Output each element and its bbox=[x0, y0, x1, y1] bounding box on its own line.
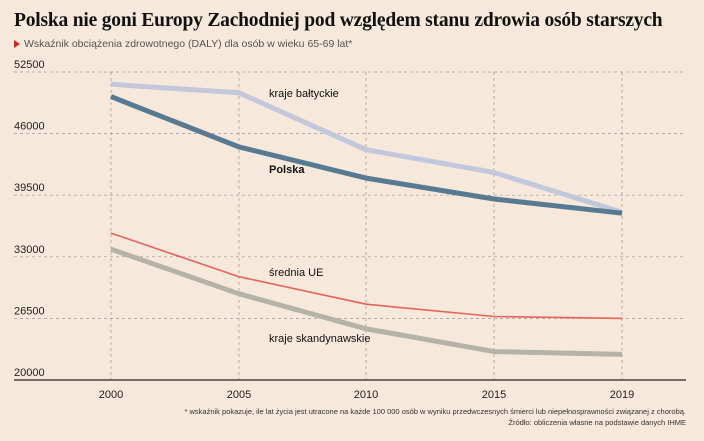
y-tick-label: 52500 bbox=[14, 59, 45, 71]
x-tick-label: 2005 bbox=[227, 389, 251, 401]
y-tick-label: 20000 bbox=[14, 367, 45, 379]
y-tick-label: 39500 bbox=[14, 182, 45, 194]
series-line-2 bbox=[110, 94, 623, 216]
y-tick-label: 46000 bbox=[14, 121, 45, 133]
red-triangle-icon bbox=[14, 40, 20, 48]
series-line-4 bbox=[110, 246, 623, 357]
source-note: Źródło: obliczenia własne na podstawie d… bbox=[508, 418, 686, 427]
y-tick-label: 26500 bbox=[14, 305, 45, 317]
series-label-2: Polska bbox=[269, 164, 305, 176]
series-label-4: kraje skandynawskie bbox=[269, 333, 371, 345]
y-tick-label: 33000 bbox=[14, 244, 45, 256]
series-label-3: średnia UE bbox=[269, 267, 323, 279]
series-line-1 bbox=[110, 81, 623, 215]
chart-title: Polska nie goni Europy Zachodniej pod wz… bbox=[14, 10, 663, 31]
footnote: * wskaźnik pokazuje, ile lat życia jest … bbox=[184, 407, 686, 416]
chart-subtitle: Wskaźnik obciążenia zdrowotnego (DALY) d… bbox=[14, 38, 352, 50]
x-tick-label: 2000 bbox=[99, 389, 123, 401]
x-tick-label: 2015 bbox=[482, 389, 506, 401]
x-tick-label: 2019 bbox=[610, 389, 634, 401]
series-label-1: kraje bałtyckie bbox=[269, 88, 339, 100]
x-tick-label: 2010 bbox=[354, 389, 378, 401]
series-line-3 bbox=[110, 232, 623, 320]
subtitle-text: Wskaźnik obciążenia zdrowotnego (DALY) d… bbox=[24, 38, 353, 50]
